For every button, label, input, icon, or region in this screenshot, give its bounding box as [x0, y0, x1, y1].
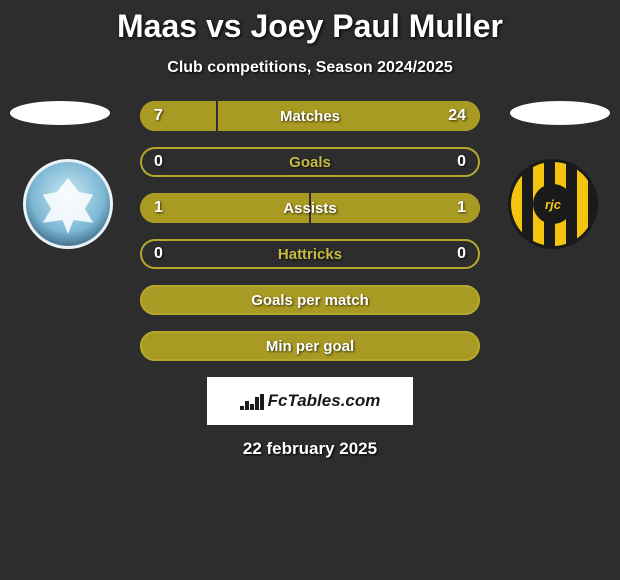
left-ellipse	[10, 101, 110, 125]
stat-label: Min per goal	[266, 338, 354, 355]
stat-value-right: 1	[457, 199, 466, 217]
stat-value-left: 7	[154, 107, 163, 125]
branding-badge: FcTables.com	[207, 377, 413, 425]
stat-value-right: 0	[457, 245, 466, 263]
stat-bars: Matches724Goals00Assists11Hattricks00Goa…	[140, 101, 480, 361]
snapshot-date: 22 february 2025	[0, 439, 620, 459]
bars-icon	[240, 392, 264, 410]
page-title: Maas vs Joey Paul Muller	[0, 0, 620, 45]
right-ellipse	[510, 101, 610, 125]
stat-row: Goals 0 0	[140, 147, 480, 177]
stat-value-left: 1	[154, 199, 163, 217]
stat-row: Hattricks 0 0	[140, 239, 480, 269]
stat-row: Goals per match	[140, 285, 480, 315]
stat-label: Matches	[280, 108, 340, 125]
comparison-panel: Matches724Goals00Assists11Hattricks00Goa…	[0, 101, 620, 361]
stat-value-right: 24	[448, 107, 466, 125]
stat-value-right: 0	[457, 153, 466, 171]
page-subtitle: Club competitions, Season 2024/2025	[0, 59, 620, 77]
stat-row: Assists 1 1	[140, 193, 480, 223]
stat-value-left: 0	[154, 245, 163, 263]
team-logo-right	[508, 159, 598, 249]
branding-text: FcTables.com	[268, 391, 381, 411]
stat-value-left: 0	[154, 153, 163, 171]
stat-label: Assists	[283, 200, 336, 217]
stat-label: Hattricks	[278, 246, 342, 263]
stat-label: Goals	[289, 154, 331, 171]
stat-row: Min per goal	[140, 331, 480, 361]
stat-row: Matches 7 24	[140, 101, 480, 131]
stat-label: Goals per match	[251, 292, 369, 309]
team-logo-left	[23, 159, 113, 249]
